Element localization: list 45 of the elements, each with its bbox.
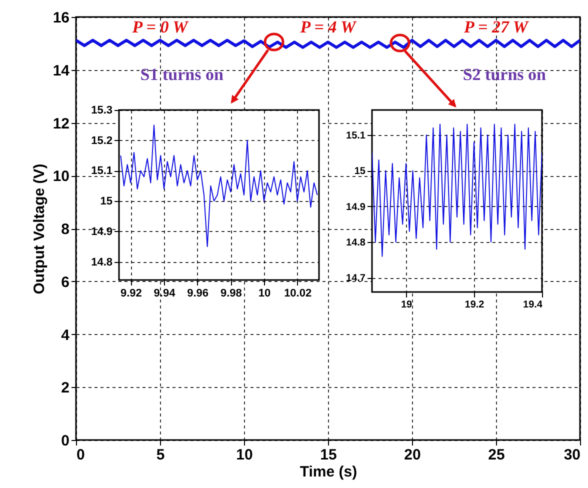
y-tick-label: 16 <box>52 10 70 26</box>
y-tick-label: 15 <box>100 196 112 208</box>
x-tick-label: 20 <box>404 446 421 464</box>
y-tick-label: 0 <box>61 432 70 450</box>
annotation: P = 0 W <box>131 18 190 37</box>
y-tick-label: 6 <box>61 274 70 291</box>
x-tick-label: 30 <box>564 446 580 464</box>
x-tick-label: 19 <box>400 300 412 310</box>
y-tick-label: 15.1 <box>91 165 112 178</box>
x-tick-label: 19.2 <box>464 300 485 310</box>
y-tick-label: 14.8 <box>91 256 112 268</box>
line-series <box>120 124 318 248</box>
y-tick-label: 15 <box>354 166 366 178</box>
y-tick-label: 14.9 <box>91 226 112 238</box>
y-tick-label: 14.9 <box>346 202 366 213</box>
x-tick-label: 19.4 <box>523 300 543 310</box>
annotation: S1 turns on <box>140 65 224 84</box>
x-tick-label: 9.96 <box>187 288 209 300</box>
x-axis-title: Time (s) <box>300 464 358 480</box>
x-tick-label: 10 <box>258 288 271 300</box>
line-series <box>372 124 542 257</box>
x-tick-label: 9.92 <box>120 288 142 300</box>
x-tick-label: 15 <box>320 446 337 464</box>
y-tick-label: 10 <box>52 168 70 186</box>
y-tick-label: 15.2 <box>91 134 112 147</box>
y-tick-label: 14.8 <box>346 238 366 249</box>
y-tick-label: 15.1 <box>346 130 366 142</box>
y-tick-label: 2 <box>61 380 70 397</box>
y-tick-label: 15.3 <box>91 104 112 116</box>
x-tick-label: 9.94 <box>154 288 176 300</box>
annotation: S2 turns on <box>462 65 547 84</box>
x-tick-label: 10 <box>236 446 253 464</box>
x-tick-label: 9.98 <box>220 288 242 300</box>
x-tick-label: 10.02 <box>284 288 312 300</box>
annotation: P = 4 W <box>299 18 358 37</box>
y-tick-label: 4 <box>61 326 70 344</box>
x-tick-label: 5 <box>156 446 165 464</box>
y-tick-label: 8 <box>61 221 70 238</box>
y-tick-label: 14 <box>52 62 70 80</box>
x-tick-label: 25 <box>488 446 505 464</box>
x-tick-label: 0 <box>76 446 85 464</box>
y-axis-title: Output Voltage (V) <box>30 164 48 294</box>
y-tick-label: 14.7 <box>346 273 366 284</box>
y-tick-label: 12 <box>52 115 70 132</box>
annotation: P = 27 W <box>463 18 530 37</box>
